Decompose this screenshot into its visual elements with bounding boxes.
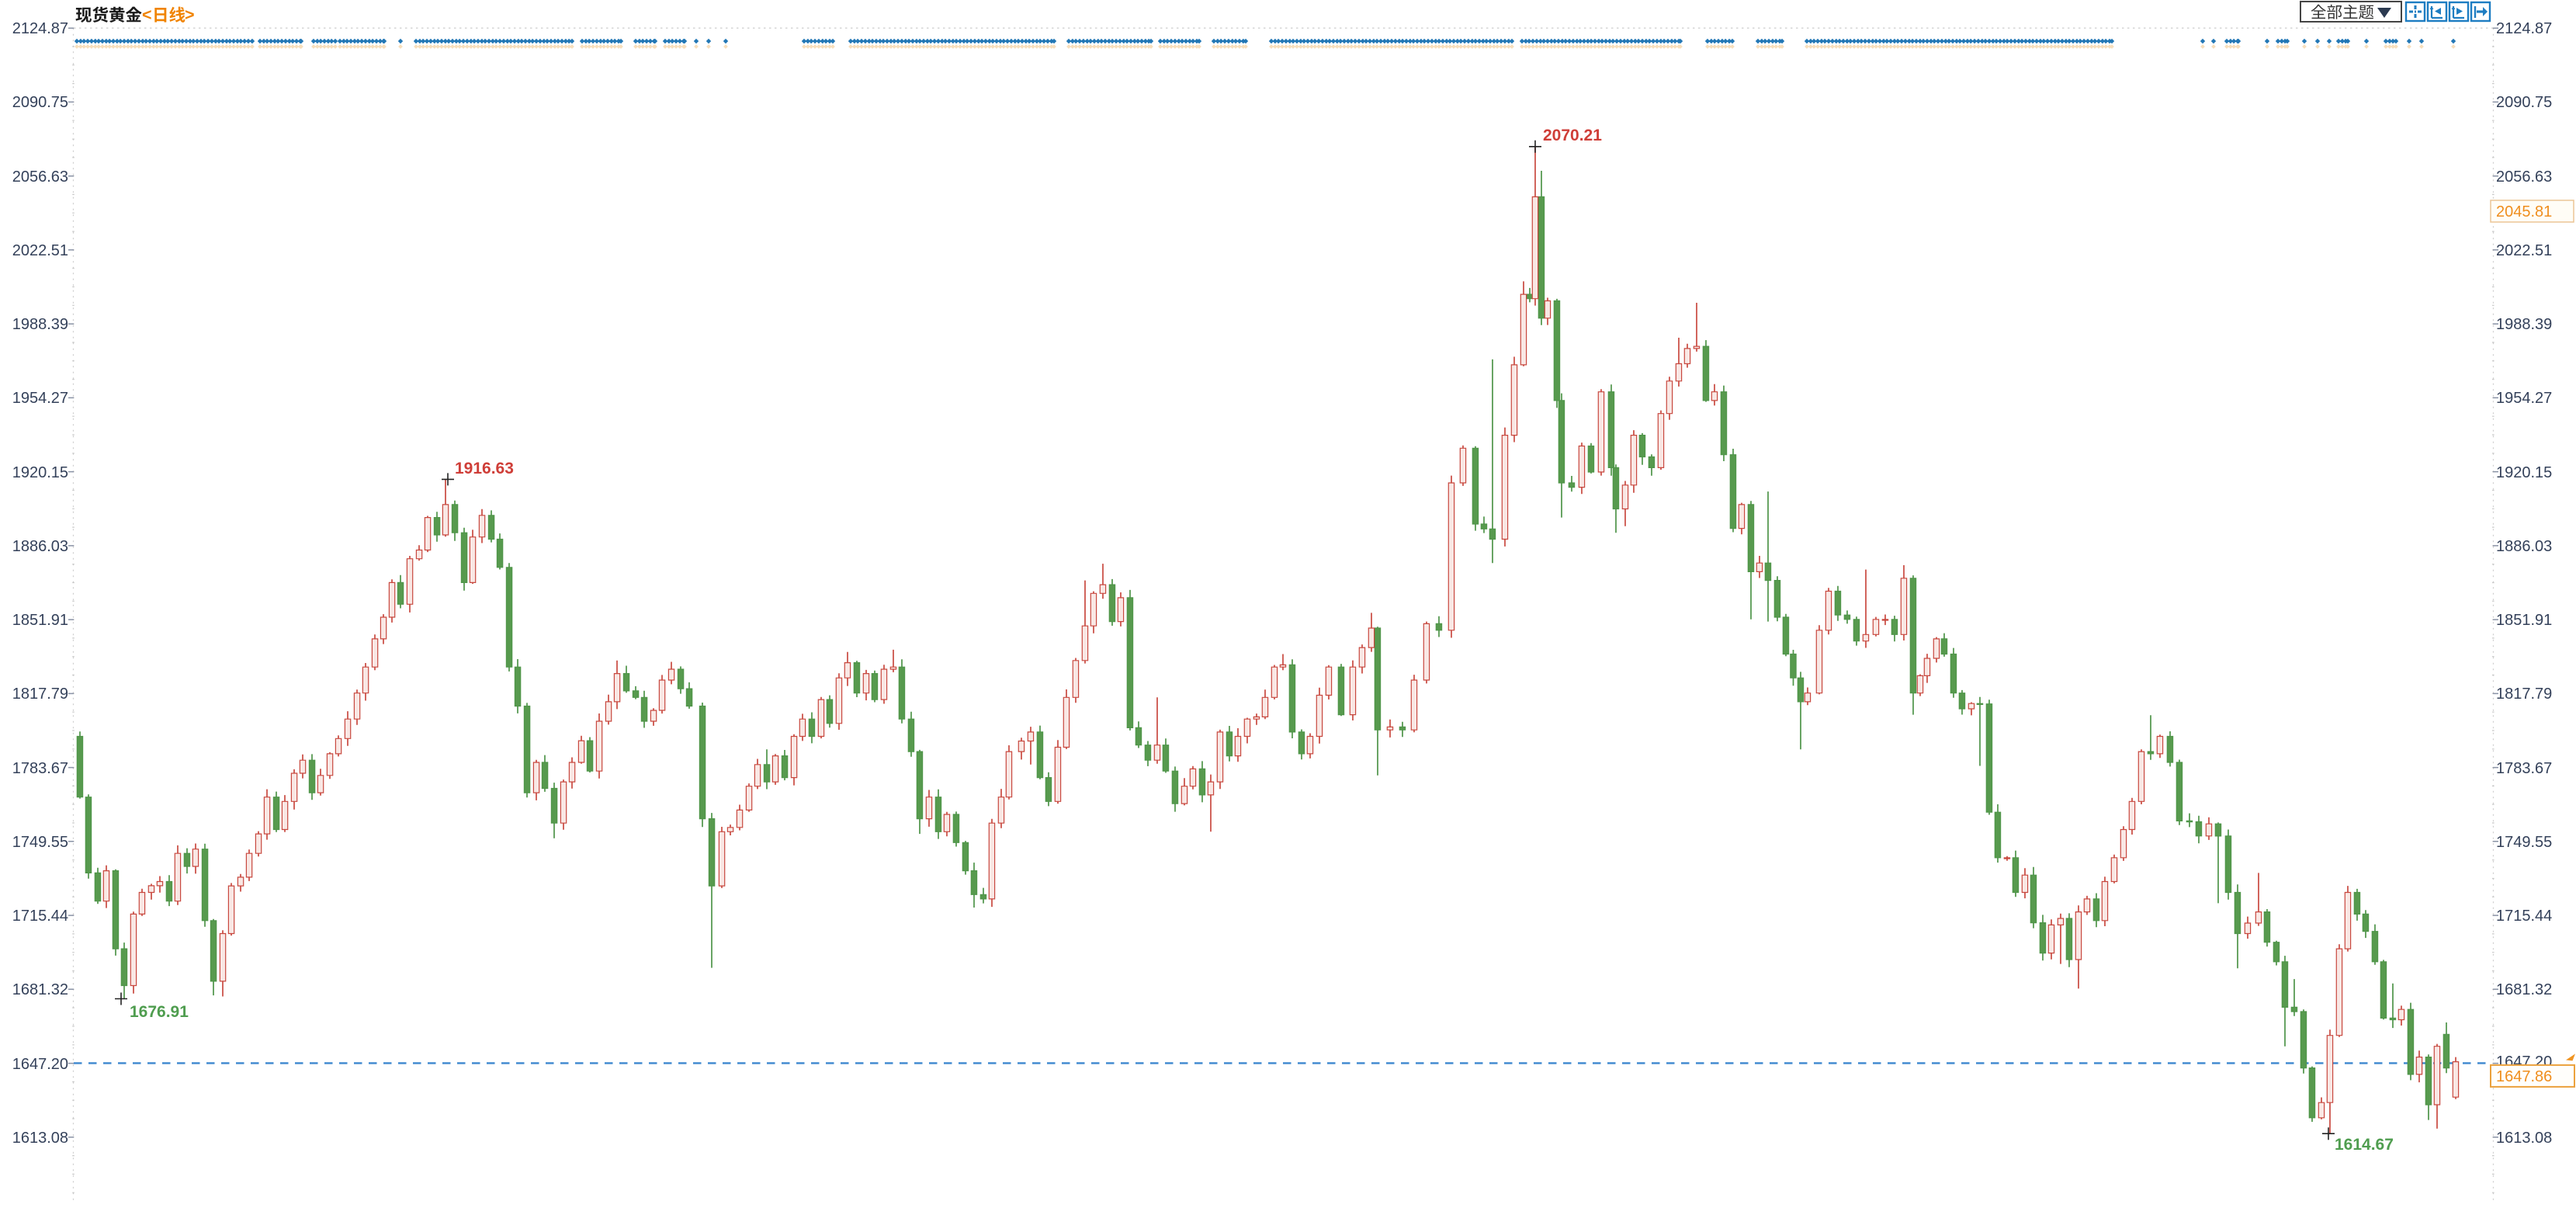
svg-text:1988.39: 1988.39 (12, 316, 68, 333)
svg-text:1613.08: 1613.08 (12, 1130, 68, 1147)
svg-text:1715.44: 1715.44 (12, 908, 68, 925)
svg-text:2022.51: 2022.51 (2496, 242, 2552, 259)
svg-text:2070.21: 2070.21 (1543, 127, 1602, 144)
svg-text:>: > (185, 5, 195, 24)
svg-text:2045.81: 2045.81 (2496, 203, 2552, 220)
svg-text:1954.27: 1954.27 (12, 390, 68, 407)
svg-text:1647.20: 1647.20 (12, 1056, 68, 1073)
svg-text:1920.15: 1920.15 (2496, 464, 2552, 481)
svg-text:1920.15: 1920.15 (12, 464, 68, 481)
svg-text:1749.55: 1749.55 (12, 834, 68, 851)
svg-text:1676.91: 1676.91 (130, 1003, 189, 1021)
svg-text:1851.91: 1851.91 (12, 612, 68, 629)
svg-text:1817.79: 1817.79 (2496, 686, 2552, 703)
svg-text:1715.44: 1715.44 (2496, 908, 2552, 925)
svg-text:1749.55: 1749.55 (2496, 834, 2552, 851)
svg-text:2090.75: 2090.75 (12, 94, 68, 111)
svg-text:1681.32: 1681.32 (12, 981, 68, 998)
svg-text:1614.67: 1614.67 (2335, 1136, 2394, 1154)
svg-text:2124.87: 2124.87 (2496, 20, 2552, 37)
svg-text:1647.86: 1647.86 (2496, 1068, 2552, 1085)
svg-text:2056.63: 2056.63 (2496, 168, 2552, 186)
svg-text:1783.67: 1783.67 (2496, 760, 2552, 777)
svg-text:1916.63: 1916.63 (455, 460, 514, 477)
svg-text:1851.91: 1851.91 (2496, 612, 2552, 629)
svg-text:2022.51: 2022.51 (12, 242, 68, 259)
svg-text:1954.27: 1954.27 (2496, 390, 2552, 407)
svg-text:2056.63: 2056.63 (12, 168, 68, 186)
svg-text:1886.03: 1886.03 (2496, 538, 2552, 555)
svg-text:1817.79: 1817.79 (12, 686, 68, 703)
svg-text:1988.39: 1988.39 (2496, 316, 2552, 333)
svg-text:1681.32: 1681.32 (2496, 981, 2552, 998)
svg-text:1886.03: 1886.03 (12, 538, 68, 555)
svg-text:2124.87: 2124.87 (12, 20, 68, 37)
svg-text:2090.75: 2090.75 (2496, 94, 2552, 111)
svg-text:<: < (142, 5, 152, 24)
svg-text:1613.08: 1613.08 (2496, 1130, 2552, 1147)
svg-text:1783.67: 1783.67 (12, 760, 68, 777)
